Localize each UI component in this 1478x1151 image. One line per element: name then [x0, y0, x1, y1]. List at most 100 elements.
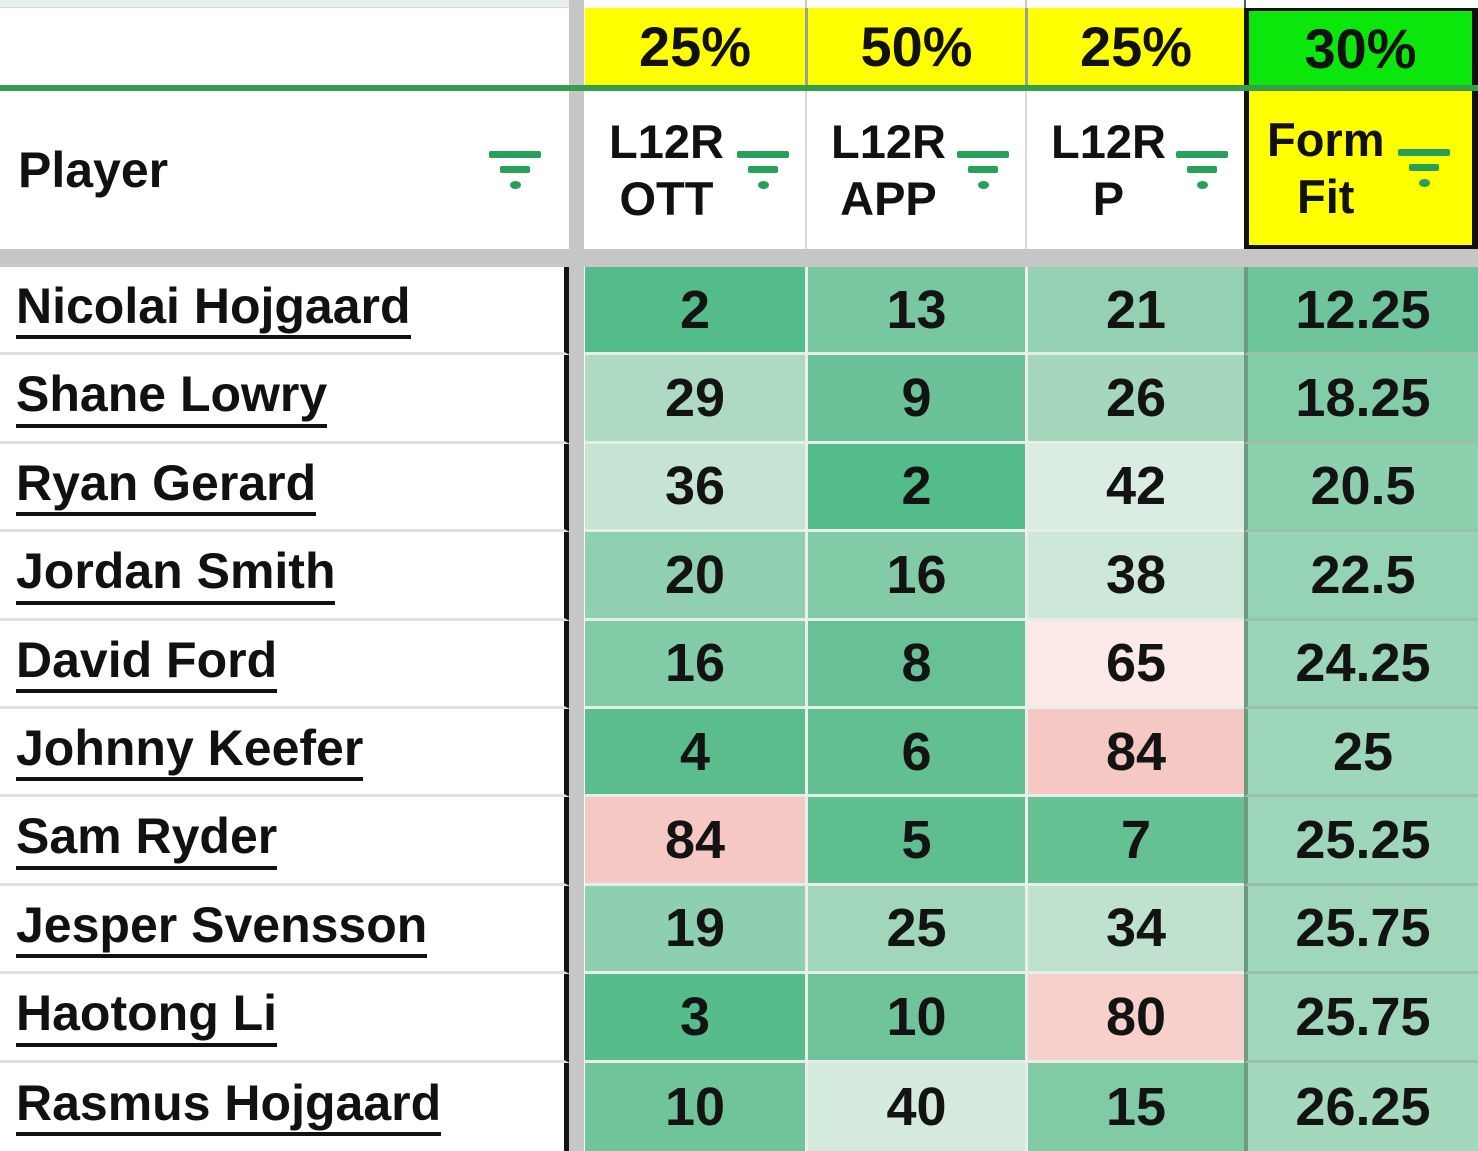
value-cell-l12r-ott[interactable]: 16 [585, 620, 805, 709]
value-cell-l12r-ott[interactable]: 2 [585, 267, 805, 356]
value-cell-l12r-app[interactable]: 13 [805, 267, 1025, 356]
table-row: Jordan Smith 20 16 38 22.5 [0, 532, 1478, 621]
player-column-header[interactable]: Player [0, 91, 569, 249]
value-cell-l12r-p[interactable]: 80 [1025, 974, 1244, 1063]
value-cell-l12r-ott[interactable]: 29 [585, 355, 805, 444]
player-cell[interactable]: Jesper Svensson [0, 885, 570, 975]
value-cell-l12r-app[interactable]: 10 [805, 974, 1025, 1063]
value-cell-l12r-ott[interactable]: 3 [585, 974, 805, 1063]
value-cell-l12r-ott[interactable]: 36 [585, 443, 805, 533]
player-name-link[interactable]: Ryan Gerard [16, 457, 317, 517]
player-cell[interactable]: Rasmus Hojgaard [0, 1062, 570, 1151]
value-cell-l12r-ott[interactable]: 20 [585, 532, 805, 621]
value-cell-l12r-app[interactable]: 16 [805, 532, 1025, 621]
player-cell[interactable]: David Ford [0, 620, 570, 709]
value-cell-form-fit[interactable]: 25 [1244, 708, 1478, 798]
value-cell-form-fit[interactable]: 25.25 [1244, 797, 1478, 886]
column-header-label: L12R APP [831, 114, 946, 225]
player-name-link[interactable]: Nicolai Hojgaard [16, 280, 411, 340]
table-row: Ryan Gerard 36 2 42 20.5 [0, 443, 1478, 533]
player-cell[interactable]: Shane Lowry [0, 355, 570, 444]
player-cell[interactable]: Jordan Smith [0, 532, 570, 621]
column-header-l12r-p[interactable]: L12R P [1025, 91, 1244, 249]
table-row: Johnny Keefer 4 6 84 25 [0, 708, 1478, 798]
player-name-link[interactable]: Haotong Li [16, 987, 278, 1047]
value-cell-form-fit[interactable]: 22.5 [1244, 532, 1478, 621]
weight-cell-l12r-p[interactable]: 25% [1025, 8, 1244, 85]
player-header-label: Player [18, 142, 169, 198]
value-cell-l12r-p[interactable]: 42 [1025, 443, 1244, 533]
table-row: Haotong Li 3 10 80 25.75 [0, 974, 1478, 1063]
player-cell[interactable]: Sam Ryder [0, 797, 570, 886]
column-header-l12r-app[interactable]: L12R APP [805, 91, 1025, 249]
top-partial-cell-player [0, 0, 569, 8]
weight-cell-l12r-app[interactable]: 50% [805, 8, 1025, 85]
value-cell-form-fit[interactable]: 12.25 [1244, 267, 1478, 356]
top-partial-cell [1025, 0, 1244, 8]
freeze-pane-vertical-bar [569, 0, 584, 1151]
player-name-link[interactable]: Shane Lowry [16, 368, 328, 428]
player-cell[interactable]: Nicolai Hojgaard [0, 267, 570, 356]
player-name-link[interactable]: Jesper Svensson [16, 899, 428, 959]
player-name-link[interactable]: David Ford [16, 633, 278, 693]
player-name-link[interactable]: Sam Ryder [16, 810, 278, 870]
value-cell-l12r-ott[interactable]: 10 [585, 1062, 805, 1151]
column-header-label: L12R P [1051, 114, 1166, 225]
column-header-form-fit[interactable]: Form Fit [1244, 91, 1478, 249]
value-cell-l12r-ott[interactable]: 84 [585, 797, 805, 886]
player-name-link[interactable]: Rasmus Hojgaard [16, 1077, 442, 1137]
empty-player-weight-cell[interactable] [0, 8, 569, 85]
filter-icon[interactable] [1398, 149, 1450, 187]
table-row: Shane Lowry 29 9 26 18.25 [0, 355, 1478, 444]
column-header-l12r-ott[interactable]: L12R OTT [585, 91, 805, 249]
value-cell-l12r-p[interactable]: 26 [1025, 355, 1244, 444]
filter-icon[interactable] [957, 151, 1009, 189]
weight-cell-form-fit[interactable]: 30% [1244, 8, 1478, 85]
green-divider-line [0, 85, 1478, 91]
value-cell-l12r-app[interactable]: 8 [805, 620, 1025, 709]
value-cell-form-fit[interactable]: 25.75 [1244, 885, 1478, 975]
value-cell-l12r-app[interactable]: 40 [805, 1062, 1025, 1151]
value-cell-l12r-app[interactable]: 2 [805, 443, 1025, 533]
top-partial-cell [585, 0, 805, 8]
top-partial-cell [1244, 0, 1478, 8]
value-cell-l12r-p[interactable]: 38 [1025, 532, 1244, 621]
filter-icon[interactable] [737, 151, 789, 189]
value-cell-l12r-p[interactable]: 21 [1025, 267, 1244, 356]
player-cell[interactable]: Johnny Keefer [0, 708, 570, 798]
value-cell-form-fit[interactable]: 24.25 [1244, 620, 1478, 709]
table-row: Jesper Svensson 19 25 34 25.75 [0, 885, 1478, 975]
value-cell-l12r-p[interactable]: 34 [1025, 885, 1244, 975]
value-cell-form-fit[interactable]: 25.75 [1244, 974, 1478, 1063]
value-cell-l12r-ott[interactable]: 19 [585, 885, 805, 975]
player-name-link[interactable]: Johnny Keefer [16, 722, 364, 782]
table-row: David Ford 16 8 65 24.25 [0, 620, 1478, 709]
player-name-link[interactable]: Jordan Smith [16, 545, 336, 605]
value-cell-l12r-app[interactable]: 25 [805, 885, 1025, 975]
freeze-pane-horizontal-bar [0, 249, 1478, 267]
value-cell-l12r-p[interactable]: 65 [1025, 620, 1244, 709]
player-cell[interactable]: Ryan Gerard [0, 443, 570, 533]
filter-icon[interactable] [489, 151, 541, 189]
filter-icon[interactable] [1176, 151, 1228, 189]
table-row: Rasmus Hojgaard 10 40 15 26.25 [0, 1062, 1478, 1151]
value-cell-l12r-app[interactable]: 5 [805, 797, 1025, 886]
weight-cell-l12r-ott[interactable]: 25% [585, 8, 805, 85]
table-row: Sam Ryder 84 5 7 25.25 [0, 797, 1478, 886]
column-header-label: Form Fit [1267, 112, 1385, 223]
value-cell-form-fit[interactable]: 26.25 [1244, 1062, 1478, 1151]
column-header-label: L12R OTT [609, 114, 724, 225]
table-row: Nicolai Hojgaard 2 13 21 12.25 [0, 267, 1478, 356]
value-cell-l12r-app[interactable]: 9 [805, 355, 1025, 444]
top-partial-cell [805, 0, 1025, 8]
value-cell-form-fit[interactable]: 20.5 [1244, 443, 1478, 533]
value-cell-l12r-p[interactable]: 15 [1025, 1062, 1244, 1151]
value-cell-l12r-app[interactable]: 6 [805, 708, 1025, 798]
data-rows-area: Nicolai Hojgaard 2 13 21 12.25 Shane Low… [0, 267, 1478, 1151]
value-cell-l12r-ott[interactable]: 4 [585, 708, 805, 798]
value-cell-form-fit[interactable]: 18.25 [1244, 355, 1478, 444]
value-cell-l12r-p[interactable]: 84 [1025, 708, 1244, 798]
value-cell-l12r-p[interactable]: 7 [1025, 797, 1244, 886]
player-cell[interactable]: Haotong Li [0, 974, 570, 1063]
